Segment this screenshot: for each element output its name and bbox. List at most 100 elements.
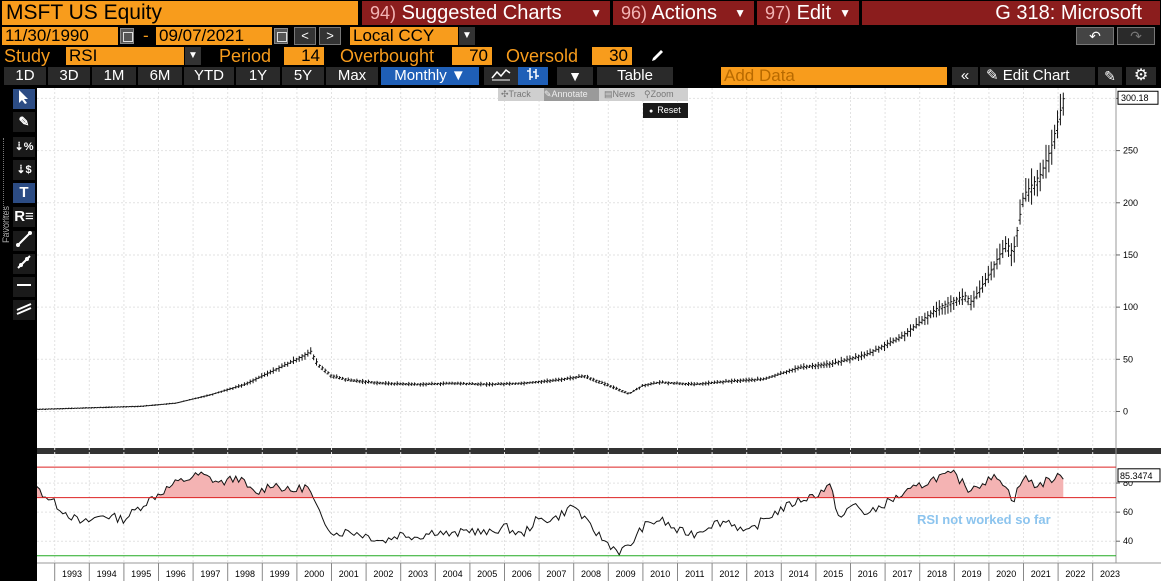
chart-tools-overlay: ✣ Track ✎ Annotate ▤ News ⚲ Zoom — [498, 88, 688, 101]
cursor-icon[interactable] — [13, 89, 35, 109]
caret-down-icon[interactable]: ▼ — [185, 47, 201, 65]
track-label: Track — [508, 89, 531, 99]
text-tool-icon[interactable]: T — [13, 183, 35, 203]
date-separator: - — [143, 26, 149, 45]
period-3d-button[interactable]: 3D — [48, 67, 90, 85]
favorites-divider — [3, 138, 11, 238]
price-tick-label: 150 — [1123, 250, 1138, 260]
x-tick-label: 2003 — [408, 569, 428, 579]
caret-down-icon[interactable]: ▼ — [459, 27, 475, 45]
x-tick-label: 2011 — [685, 569, 704, 579]
period-1y-button[interactable]: 1Y — [236, 67, 280, 85]
x-tick-label: 2006 — [512, 569, 532, 579]
x-tick-label: 2022 — [1065, 569, 1085, 579]
pencil-icon[interactable] — [650, 49, 666, 63]
edit-chart-label: Edit Chart — [1002, 67, 1070, 84]
rsi-tick-label: 60 — [1123, 507, 1133, 517]
chart-area[interactable]: 1993 1994 1995 1996 1997 1998 1999 2000 2001 2002… — [37, 86, 1161, 581]
oversold-field[interactable]: 30 — [592, 47, 632, 65]
price-tick-label: 100 — [1123, 302, 1138, 312]
ray-line-icon[interactable] — [13, 254, 35, 274]
x-tick-label: 2021 — [1031, 569, 1051, 579]
x-tick-label: 1998 — [235, 569, 255, 579]
study-label: Study — [4, 46, 51, 66]
x-tick-label: 2013 — [754, 569, 774, 579]
channel-icon[interactable] — [13, 300, 35, 320]
table-button[interactable]: Table — [597, 67, 673, 85]
price-panel — [37, 88, 1116, 448]
regression-icon[interactable]: R≡ — [13, 207, 35, 227]
edit-menu[interactable]: 97) Edit ▼ — [757, 1, 859, 25]
actions-menu[interactable]: 96) Actions ▼ — [613, 1, 754, 25]
period-6m-button[interactable]: 6M — [138, 67, 182, 85]
calendar-icon[interactable] — [274, 28, 288, 44]
chart-type-dropdown[interactable]: ▼ — [557, 67, 593, 85]
period-label: Period — [219, 46, 272, 66]
rsi-last-label: 85.3474 — [1120, 471, 1153, 481]
end-date-field[interactable]: 09/07/2021 — [156, 27, 272, 45]
header-bar: MSFT US Equity 94) Suggested Charts ▼ 96… — [0, 0, 1161, 26]
period-max-button[interactable]: Max — [326, 67, 378, 85]
redo-icon[interactable]: ↷ — [1117, 27, 1155, 45]
x-tick-label: 2017 — [892, 569, 912, 579]
menu-number: 94) — [370, 3, 397, 23]
suggested-charts-menu[interactable]: 94) Suggested Charts ▼ — [362, 1, 610, 25]
price-rsi-chart[interactable]: 1993 1994 1995 1996 1997 1998 1999 2000 2001 2002… — [37, 86, 1161, 581]
edit-icon[interactable]: ✎ — [1098, 67, 1122, 85]
price-bars — [37, 92, 1065, 411]
chevron-right-icon[interactable]: > — [319, 27, 341, 45]
line-chart-icon[interactable] — [484, 67, 518, 85]
news-tool[interactable]: ▤ News — [604, 89, 636, 99]
x-tick-label: 2009 — [616, 569, 636, 579]
menu-label: Suggested Charts — [401, 2, 562, 24]
collapse-icon[interactable]: « — [952, 67, 978, 85]
add-data-input[interactable]: Add Data — [721, 67, 947, 85]
pencil-icon: ✎ — [986, 67, 999, 84]
x-tick-label: 2002 — [373, 569, 393, 579]
period-1m-button[interactable]: 1M — [92, 67, 136, 85]
calendar-icon[interactable] — [120, 28, 134, 44]
x-tick-label: 1994 — [97, 569, 117, 579]
rsi-tick-label: 40 — [1123, 536, 1133, 546]
chevron-left-icon[interactable]: < — [294, 27, 316, 45]
rsi-line — [37, 469, 1064, 557]
price-tick-label: 50 — [1123, 354, 1133, 364]
reset-label: Reset — [657, 105, 681, 115]
period-field[interactable]: 14 — [284, 47, 324, 65]
trendline-icon[interactable] — [13, 231, 35, 251]
track-tool[interactable]: ✣ Track — [501, 89, 531, 99]
study-select[interactable]: RSI — [66, 47, 184, 65]
period-ytd-button[interactable]: YTD — [184, 67, 234, 85]
oversold-label: Oversold — [506, 46, 579, 66]
caret-down-icon: ▼ — [839, 6, 851, 20]
percent-change-icon[interactable]: ⇣% — [13, 137, 35, 157]
gear-icon[interactable]: ⚙ — [1126, 67, 1156, 85]
menu-number: 97) — [765, 3, 792, 23]
period-5y-button[interactable]: 5Y — [282, 67, 324, 85]
zoom-tool[interactable]: ⚲ Zoom — [644, 89, 674, 99]
start-date-field[interactable]: 11/30/1990 — [2, 27, 118, 45]
period-1d-button[interactable]: 1D — [4, 67, 46, 85]
rsi-last-badge — [1117, 468, 1161, 483]
overbought-field[interactable]: 70 — [452, 47, 492, 65]
edit-chart-button[interactable]: ✎ Edit Chart — [980, 67, 1095, 85]
x-tick-label: 1993 — [62, 569, 82, 579]
price-change-icon[interactable]: ⇣$ — [13, 160, 35, 180]
ticker-field[interactable]: MSFT US Equity — [2, 1, 358, 25]
reset-button[interactable]: Reset — [643, 103, 688, 118]
menu-label: Actions — [651, 2, 718, 24]
price-tick-label: 0 — [1123, 406, 1128, 416]
x-tick-label: 2005 — [477, 569, 497, 579]
horizontal-line-icon[interactable] — [13, 277, 35, 297]
bar-chart-icon[interactable] — [518, 67, 548, 85]
undo-icon[interactable]: ↶ — [1076, 27, 1114, 45]
annotate-tool[interactable]: ✎ Annotate — [544, 88, 599, 101]
overbought-fill — [37, 470, 1064, 498]
rsi-series — [37, 469, 1064, 557]
frequency-select[interactable]: Monthly ▼ — [381, 67, 479, 85]
caret-down-icon: ▼ — [734, 6, 746, 20]
rsi-tick-label: 80 — [1123, 478, 1133, 488]
currency-select[interactable]: Local CCY — [350, 27, 458, 45]
draw-line-icon[interactable]: ✎ — [13, 112, 35, 132]
page-title: G 318: Microsoft — [862, 1, 1160, 25]
